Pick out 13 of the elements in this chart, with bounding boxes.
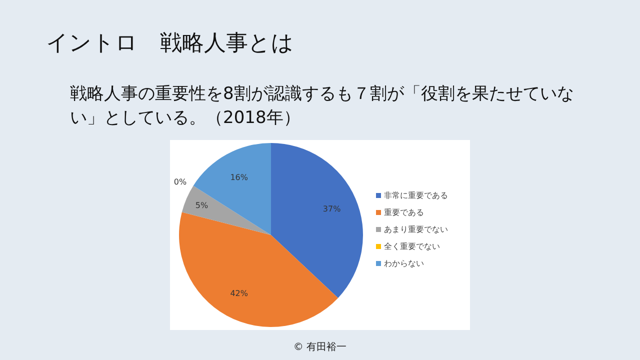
subtitle: 戦略人事の重要性を8割が認識するも７割が「役割を果たせていない」としている。（2018年）: [70, 83, 575, 130]
legend-label: 重要である: [384, 208, 424, 217]
data-label: 37%: [322, 204, 342, 214]
text: 0%: [174, 177, 187, 186]
data-label: 5%: [195, 201, 209, 210]
text: © 有田裕一: [292, 340, 348, 354]
legend-label: わからない: [384, 259, 424, 268]
title: イントロ 戦略人事とは: [46, 30, 294, 58]
legend-label: 非常に重要である: [384, 191, 448, 200]
legend-label: あまり重要でない: [384, 225, 448, 234]
data-label: 42%: [230, 289, 248, 298]
legend-label: 全く重要でない: [384, 242, 440, 251]
data-label: 16%: [230, 172, 248, 182]
